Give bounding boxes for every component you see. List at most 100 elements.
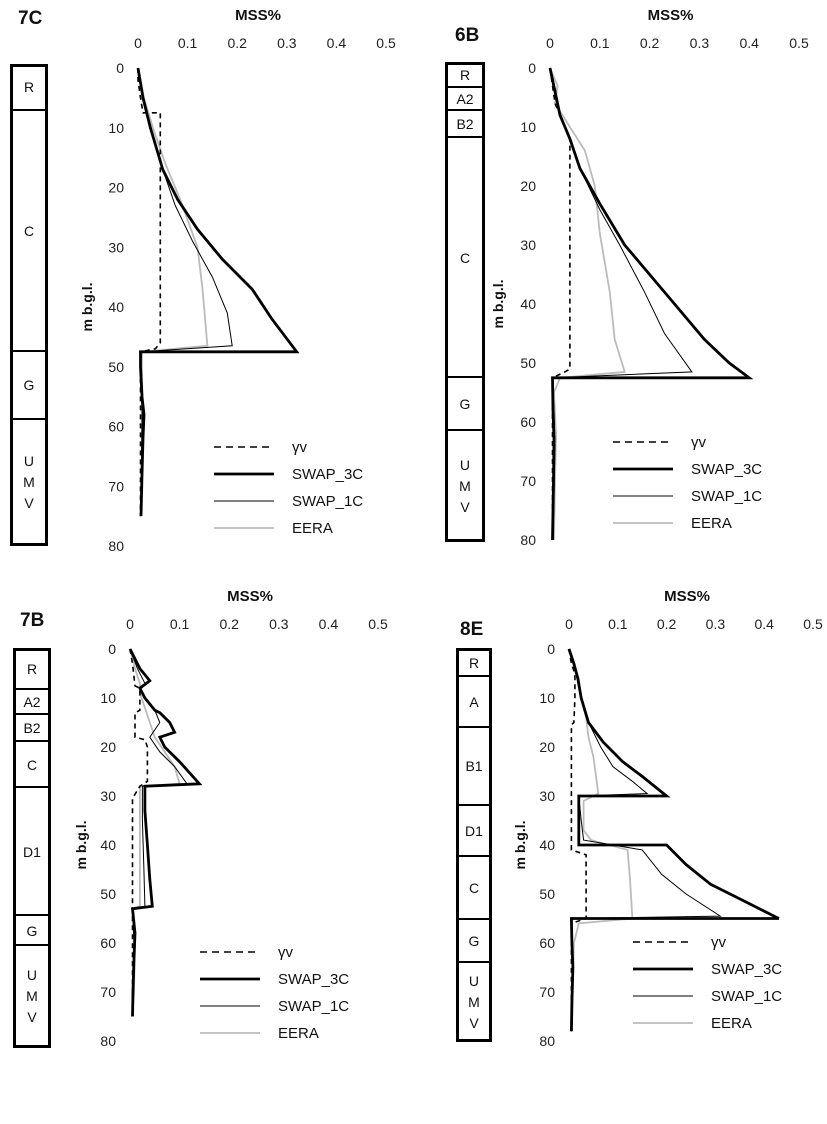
legend-label: EERA bbox=[292, 520, 333, 537]
x-axis-title: MSS% bbox=[664, 588, 710, 605]
x-tick-label: 0.5 bbox=[368, 616, 388, 632]
y-tick-label: 80 bbox=[100, 1033, 116, 1049]
y-tick-label: 30 bbox=[520, 237, 536, 253]
layer-label: A2 bbox=[456, 91, 474, 108]
legend-label: SWAP_3C bbox=[278, 971, 349, 988]
plot-svg: MSS% 0 0.1 0.2 0.3 0.4 0.5 0 10 20 30 40 50 60 70 80 m b… bbox=[79, 7, 396, 554]
y-tick-label: 30 bbox=[108, 239, 124, 255]
series-line-eera bbox=[129, 648, 181, 1017]
panel-id-label: 6B bbox=[455, 25, 480, 46]
plot-svg: MSS% 0 0.1 0.2 0.3 0.4 0.5 0 10 20 30 40 50 60 70 80 m b… bbox=[490, 7, 809, 548]
layer: R bbox=[459, 651, 489, 675]
x-tick-label: 0 bbox=[565, 616, 573, 632]
y-tick-label: 30 bbox=[100, 788, 116, 804]
layer: R bbox=[16, 651, 48, 688]
x-tick-label: 0 bbox=[546, 35, 554, 51]
x-tick-label: 0.1 bbox=[178, 35, 198, 51]
layer: C bbox=[448, 136, 482, 378]
layer: U M V bbox=[13, 418, 45, 545]
series-line-v bbox=[129, 648, 149, 1017]
y-tick-label: 70 bbox=[539, 984, 555, 1000]
layer: R bbox=[448, 65, 482, 86]
y-tick-label: 60 bbox=[520, 414, 536, 430]
x-tick-label: 0.3 bbox=[706, 616, 726, 632]
x-tick-label: 0.5 bbox=[789, 35, 809, 51]
layer-label: R bbox=[459, 66, 471, 83]
y-tick-label: 20 bbox=[108, 180, 124, 196]
y-tick-label: 0 bbox=[547, 641, 555, 657]
panel-7b: 7B R A2 B2 C D1 G U M V MSS% 0 0.1 0.2 0.3 0.4 0.5 0 10 2… bbox=[0, 562, 413, 1124]
y-tick-label: 10 bbox=[520, 119, 536, 135]
layer-label: U M V bbox=[459, 456, 471, 515]
y-tick-label: 60 bbox=[539, 935, 555, 951]
x-tick-label: 0.1 bbox=[608, 616, 628, 632]
layer-label: D1 bbox=[465, 822, 483, 839]
layer-label: U M V bbox=[26, 967, 38, 1025]
layer: G bbox=[16, 914, 48, 946]
layer-label: C bbox=[23, 222, 35, 239]
layer-label: C bbox=[459, 249, 471, 266]
x-tick-label: 0 bbox=[126, 616, 134, 632]
y-tick-label: 80 bbox=[108, 538, 124, 554]
y-tick-label: 30 bbox=[539, 788, 555, 804]
layer: C bbox=[13, 108, 45, 352]
legend-label: EERA bbox=[278, 1025, 319, 1042]
series-line-v bbox=[568, 648, 587, 1032]
legend-label: SWAP_1C bbox=[691, 488, 762, 505]
y-tick-label: 0 bbox=[528, 60, 536, 76]
panel-id-label: 7C bbox=[18, 8, 43, 29]
stratigraphic-column: R A2 B2 C G U M V bbox=[445, 62, 485, 542]
y-tick-label: 60 bbox=[108, 419, 124, 435]
x-tick-label: 0.3 bbox=[690, 35, 710, 51]
x-axis-title: MSS% bbox=[648, 7, 694, 24]
y-axis-title: m b.g.l. bbox=[490, 280, 506, 329]
legend-label: γv bbox=[292, 439, 308, 456]
series-line-swap3c bbox=[136, 67, 300, 517]
y-tick-label: 20 bbox=[100, 739, 116, 755]
panel-6b: 6B R A2 B2 C G U M V MSS% 0 0.1 0.2 0.3 0.4 0.5 0 10 20 3… bbox=[413, 0, 826, 562]
x-tick-label: 0.5 bbox=[376, 35, 396, 51]
y-tick-label: 20 bbox=[539, 739, 555, 755]
x-tick-label: 0.2 bbox=[219, 616, 239, 632]
layer-label: U M V bbox=[468, 972, 480, 1031]
y-tick-label: 10 bbox=[100, 690, 116, 706]
series-line-eera bbox=[137, 67, 209, 517]
x-tick-label: 0.2 bbox=[640, 35, 660, 51]
y-tick-label: 0 bbox=[108, 641, 116, 657]
layer: A2 bbox=[16, 687, 48, 715]
layer-label: G bbox=[26, 922, 38, 939]
series-line-v bbox=[549, 67, 571, 540]
layer-label: R bbox=[23, 79, 35, 96]
legend-label: γv bbox=[711, 934, 727, 951]
panel-id-label: 8E bbox=[460, 619, 484, 640]
stratigraphic-column: R C G U M V bbox=[10, 64, 48, 546]
x-tick-label: 0.4 bbox=[739, 35, 759, 51]
layer: G bbox=[459, 917, 489, 964]
layer-label: C bbox=[468, 879, 480, 896]
x-tick-label: 0.1 bbox=[590, 35, 610, 51]
layer-label: R bbox=[26, 660, 38, 677]
layer: D1 bbox=[459, 803, 489, 857]
y-tick-label: 40 bbox=[108, 299, 124, 315]
panel-8e: 8E R A B1 D1 C G U M V MSS% 0 0.1 0.2 0.3 0.4 0.5 0 10 20… bbox=[413, 562, 826, 1124]
layer-label: D1 bbox=[23, 843, 41, 860]
y-tick-label: 60 bbox=[100, 935, 116, 951]
y-tick-label: 70 bbox=[100, 984, 116, 1000]
x-tick-label: 0.3 bbox=[277, 35, 297, 51]
layer: C bbox=[16, 739, 48, 789]
layer-label: U M V bbox=[23, 453, 35, 512]
y-tick-label: 50 bbox=[100, 886, 116, 902]
panel-id-label: 7B bbox=[20, 610, 45, 631]
layer: G bbox=[448, 376, 482, 431]
y-tick-label: 80 bbox=[539, 1033, 555, 1049]
y-tick-label: 40 bbox=[520, 296, 536, 312]
legend-label: SWAP_3C bbox=[292, 466, 363, 483]
layer: A2 bbox=[448, 85, 482, 112]
legend-label: EERA bbox=[691, 515, 732, 532]
series-line-swap3c bbox=[128, 648, 203, 1017]
stratigraphic-column: R A B1 D1 C G U M V bbox=[456, 648, 492, 1042]
y-tick-label: 80 bbox=[520, 532, 536, 548]
layer: U M V bbox=[16, 944, 48, 1047]
layer-label: R bbox=[468, 654, 480, 671]
y-axis-title: m b.g.l. bbox=[79, 283, 95, 332]
